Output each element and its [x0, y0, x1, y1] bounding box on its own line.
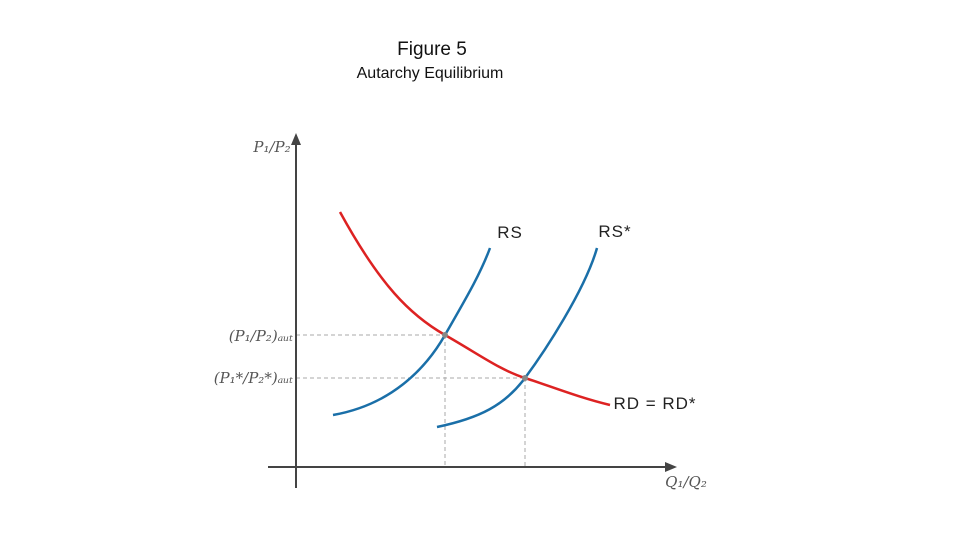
y-arrow: [291, 133, 301, 145]
level-label: (P₁/P₂)ₐᵤₜ: [229, 327, 294, 345]
axes: [268, 140, 670, 488]
rs-curve: [332, 247, 492, 417]
curve-label: RS: [497, 223, 523, 242]
y-axis-label: P₁/P₂: [252, 138, 290, 156]
level-label: (P₁*/P₂*)ₐᵤₜ: [214, 369, 294, 387]
equilibrium: [522, 375, 528, 381]
rs-star-curve: [436, 247, 599, 429]
guides: [296, 334, 526, 467]
equilibrium: [442, 332, 448, 338]
subtitle: Autarchy Equilibrium: [357, 65, 504, 82]
x-arrow: [665, 462, 677, 472]
curve-label: RS*: [598, 222, 631, 241]
rd-curve: [338, 211, 611, 407]
curve-label: RD = RD*: [613, 394, 696, 413]
x-axis-label: Q₁/Q₂: [665, 473, 707, 491]
title: Figure 5: [397, 39, 467, 60]
